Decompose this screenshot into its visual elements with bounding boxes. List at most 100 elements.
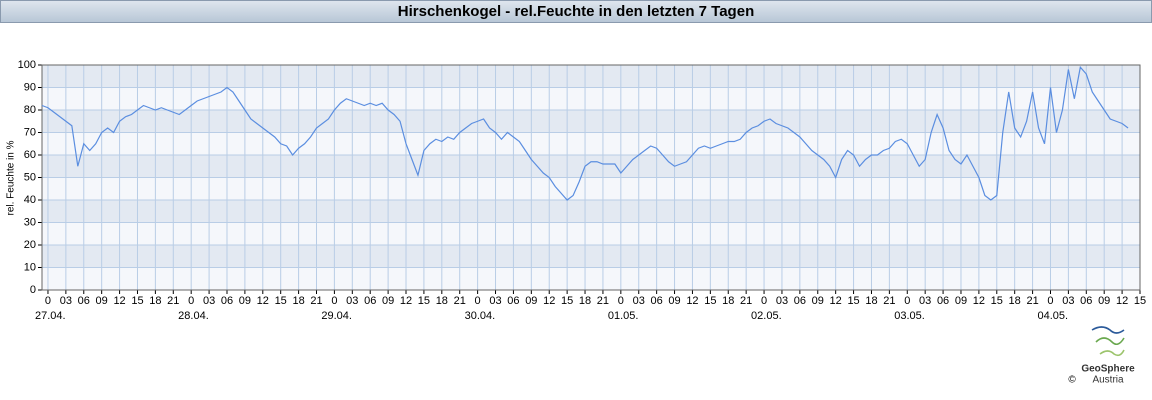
x-tick-label: 12 [686, 295, 698, 307]
band [42, 87, 1140, 110]
day-label: 30.04. [465, 310, 496, 322]
x-tick-label: 0 [188, 295, 194, 307]
day-label: 29.04. [321, 310, 352, 322]
x-tick-label: 12 [973, 295, 985, 307]
x-tick-label: 0 [475, 295, 481, 307]
x-tick-label: 21 [454, 295, 466, 307]
x-tick-label: 09 [382, 295, 394, 307]
y-tick-label: 10 [24, 261, 36, 273]
x-tick-label: 18 [149, 295, 161, 307]
plot-frame [41, 64, 1141, 291]
x-tick-label: 0 [618, 295, 624, 307]
x-tick-label: 09 [955, 295, 967, 307]
band [42, 110, 1140, 133]
humidity-line [41, 65, 1129, 201]
y-tick-label: 30 [24, 216, 36, 228]
x-tick-label: 15 [561, 295, 573, 307]
y-tick-label: 50 [24, 171, 36, 183]
x-tick-label: 0 [45, 295, 51, 307]
x-tick-label: 15 [991, 295, 1003, 307]
y-axis-label: rel. Feuchte in % [6, 140, 17, 215]
x-tick-label: 03 [633, 295, 645, 307]
x-tick-label: 15 [847, 295, 859, 307]
x-tick-label: 06 [651, 295, 663, 307]
x-tick-label: 06 [507, 295, 519, 307]
x-tick-label: 18 [292, 295, 304, 307]
band [42, 267, 1140, 290]
x-tick-label: 0 [1047, 295, 1053, 307]
x-tick-label: 12 [400, 295, 412, 307]
x-tick-label: 18 [865, 295, 877, 307]
x-tick-label: 09 [239, 295, 251, 307]
x-tick-label: 09 [1098, 295, 1110, 307]
x-tick-label: 03 [60, 295, 72, 307]
x-tick-label: 18 [1009, 295, 1021, 307]
y-tick-label: 60 [24, 149, 36, 161]
y-tick-label: 100 [18, 59, 36, 71]
x-tick-label: 0 [331, 295, 337, 307]
y-tick-label: 80 [24, 104, 36, 116]
x-tick-label: 03 [919, 295, 931, 307]
band [42, 200, 1140, 223]
x-tick-label: 03 [489, 295, 501, 307]
day-label: 27.04. [35, 310, 66, 322]
y-tick-label: 70 [24, 126, 36, 138]
band [42, 222, 1140, 245]
copyright: © [1068, 375, 1076, 386]
x-tick-label: 09 [812, 295, 824, 307]
x-tick-label: 06 [78, 295, 90, 307]
x-tick-label: 09 [96, 295, 108, 307]
x-tick-label: 09 [525, 295, 537, 307]
x-tick-label: 15 [275, 295, 287, 307]
x-tick-label: 15 [131, 295, 143, 307]
day-label: 28.04. [178, 310, 209, 322]
x-tick-label: 0 [761, 295, 767, 307]
x-tick-label: 06 [1080, 295, 1092, 307]
x-tick-label: 09 [668, 295, 680, 307]
x-tick-label: 21 [740, 295, 752, 307]
x-tick-label: 21 [167, 295, 179, 307]
band [42, 65, 1140, 88]
x-tick-label: 12 [113, 295, 125, 307]
y-tick-label: 40 [24, 194, 36, 206]
x-tick-label: 03 [203, 295, 215, 307]
y-tick-label: 20 [24, 239, 36, 251]
x-tick-label: 21 [310, 295, 322, 307]
chart-title: Hirschenkogel - rel.Feuchte in den letzt… [398, 3, 754, 20]
x-tick-label: 12 [257, 295, 269, 307]
x-tick-label: 06 [794, 295, 806, 307]
x-tick-label: 18 [722, 295, 734, 307]
logo [1091, 326, 1125, 357]
credit: GeoSphere [1081, 364, 1135, 375]
y-tick-label: 0 [30, 284, 36, 296]
x-tick-label: 21 [597, 295, 609, 307]
day-label: 02.05. [751, 310, 782, 322]
x-tick-label: 0 [904, 295, 910, 307]
day-label: 04.05. [1037, 310, 1068, 322]
x-tick-label: 18 [579, 295, 591, 307]
band [42, 132, 1140, 155]
x-tick-label: 03 [776, 295, 788, 307]
credit-sub: Austria [1092, 375, 1124, 386]
x-tick-label: 12 [830, 295, 842, 307]
day-label: 03.05. [894, 310, 925, 322]
day-label: 01.05. [608, 310, 639, 322]
x-tick-label: 21 [1026, 295, 1038, 307]
y-tick-label: 90 [24, 81, 36, 93]
x-tick-label: 15 [1134, 295, 1146, 307]
x-tick-label: 03 [1062, 295, 1074, 307]
x-tick-label: 06 [364, 295, 376, 307]
x-tick-label: 21 [883, 295, 895, 307]
x-tick-label: 18 [436, 295, 448, 307]
band [42, 177, 1140, 200]
x-tick-label: 03 [346, 295, 358, 307]
x-tick-label: 15 [704, 295, 716, 307]
x-tick-label: 12 [1116, 295, 1128, 307]
band [42, 245, 1140, 268]
x-tick-label: 15 [418, 295, 430, 307]
x-tick-label: 06 [937, 295, 949, 307]
band [42, 155, 1140, 178]
x-tick-label: 06 [221, 295, 233, 307]
